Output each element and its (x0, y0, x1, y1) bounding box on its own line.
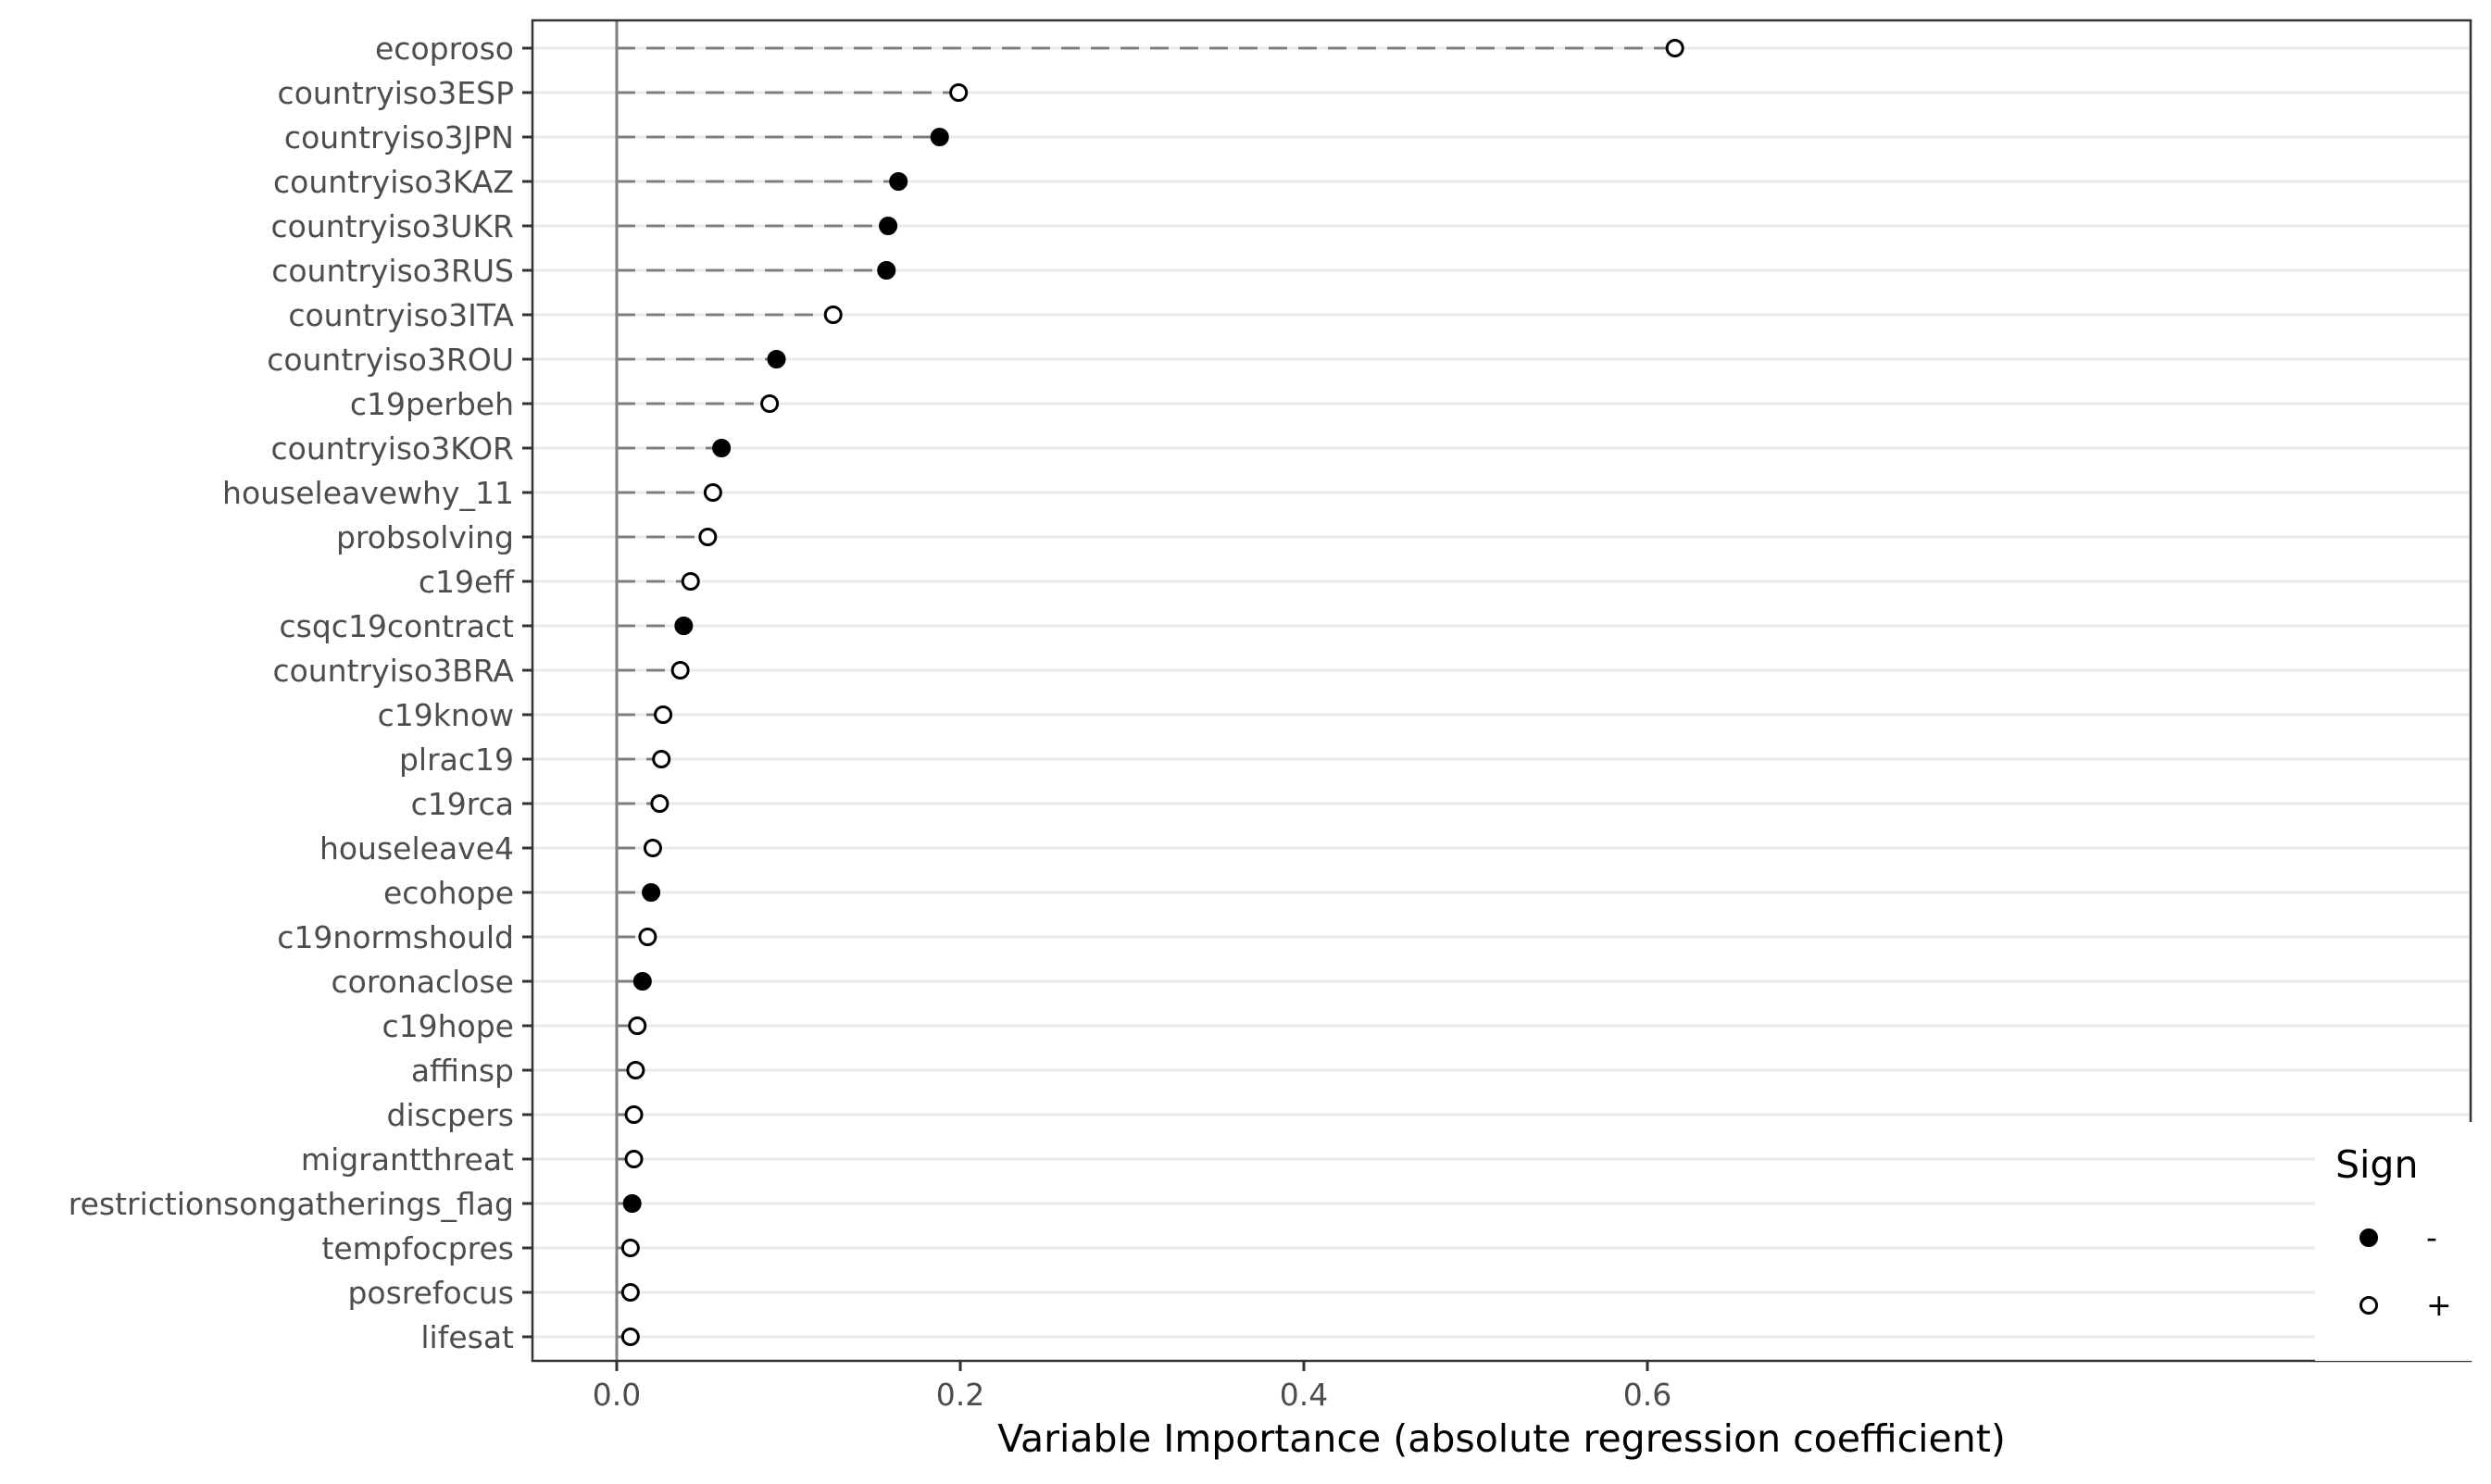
point-c19eff (681, 572, 700, 591)
point-countryiso3ROU (767, 350, 786, 368)
legend: Sign - + (2315, 1122, 2491, 1361)
legend-title: Sign (2335, 1142, 2418, 1187)
y-tick-label-lifesat: lifesat (420, 1319, 514, 1355)
point-discpers (624, 1105, 644, 1124)
legend-background (2315, 1122, 2491, 1361)
panel-border (531, 19, 2472, 1363)
legend-key-0 (2360, 1228, 2378, 1247)
point-csqc19contract (674, 617, 694, 635)
point-c19normshould (638, 928, 657, 946)
y-tick-label-countryiso3UKR: countryiso3UKR (271, 208, 514, 244)
point-c19rca (650, 794, 670, 813)
point-lifesat (620, 1328, 640, 1346)
y-tick-label-countryiso3JPN: countryiso3JPN (284, 119, 514, 156)
y-tick-label-coronaclose: coronaclose (331, 964, 514, 1000)
point-layer (620, 39, 1684, 1346)
point-countryiso3UKR (879, 217, 898, 235)
y-tick-label-posrefocus: posrefocus (347, 1275, 514, 1311)
y-tick-label-plrac19: plrac19 (399, 742, 514, 778)
point-houseleave4 (643, 839, 662, 857)
point-plrac19 (652, 750, 671, 768)
y-tick-label-countryiso3ITA: countryiso3ITA (288, 297, 514, 333)
point-ecoproso (1665, 39, 1684, 57)
point-houseleavewhy_11 (703, 483, 722, 502)
legend-label-1: + (2426, 1287, 2452, 1323)
y-tick-label-c19perbeh: c19perbeh (350, 386, 514, 422)
point-restrictionsongatherings_flag (622, 1194, 642, 1213)
y-tick-label-c19hope: c19hope (382, 1008, 515, 1044)
point-countryiso3ITA (823, 306, 843, 324)
point-c19perbeh (760, 394, 780, 413)
point-countryiso3KOR (712, 439, 732, 457)
point-countryiso3KAZ (889, 172, 908, 191)
point-countryiso3BRA (670, 661, 690, 680)
y-tick-label-probsolving: probsolving (336, 519, 514, 555)
point-countryiso3RUS (877, 261, 896, 280)
y-tick-label-c19normshould: c19normshould (277, 919, 514, 955)
y-tick-label-countryiso3ROU: countryiso3ROU (267, 342, 514, 378)
y-tick-labels: ecoproso countryiso3ESP countryiso3JPN coun… (69, 31, 532, 1355)
x-axis-title: Variable Importance (absolute regression… (997, 1416, 2006, 1461)
y-tick-label-discpers: discpers (387, 1097, 514, 1133)
point-c19know (654, 705, 673, 724)
point-coronaclose (632, 972, 652, 991)
y-tick-label-restrictionsongatherings_flag: restrictionsongatherings_flag (69, 1186, 514, 1222)
point-posrefocus (620, 1283, 640, 1302)
y-tick-label-countryiso3KOR: countryiso3KOR (271, 430, 515, 467)
point-countryiso3JPN (930, 128, 949, 146)
y-tick-label-countryiso3RUS: countryiso3RUS (271, 253, 514, 289)
y-tick-label-c19know: c19know (378, 697, 514, 733)
point-affinsp (626, 1061, 645, 1079)
point-probsolving (698, 528, 718, 546)
y-tick-label-migrantthreat: migrantthreat (301, 1141, 514, 1178)
y-tick-label-countryiso3BRA: countryiso3BRA (272, 653, 514, 689)
legend-key-1 (2360, 1296, 2378, 1315)
y-tick-label-csqc19contract: csqc19contract (280, 608, 515, 644)
point-c19hope (628, 1016, 647, 1035)
y-tick-label-c19eff: c19eff (419, 564, 515, 600)
y-tick-label-countryiso3ESP: countryiso3ESP (278, 75, 514, 111)
legend-label-0: - (2426, 1219, 2437, 1255)
y-tick-label-affinsp: affinsp (411, 1053, 514, 1089)
y-tick-label-ecohope: ecohope (383, 875, 514, 911)
y-tick-label-ecoproso: ecoproso (375, 31, 514, 67)
point-countryiso3ESP (949, 83, 969, 102)
x-tick-label-2: 0.4 (1280, 1377, 1328, 1413)
y-tick-label-houseleave4: houseleave4 (319, 830, 514, 867)
x-tick-label-0: 0.0 (593, 1377, 641, 1413)
point-ecohope (642, 883, 661, 902)
x-tick-label-3: 0.6 (1623, 1377, 1671, 1413)
y-tick-label-c19rca: c19rca (411, 786, 514, 822)
point-tempfocpres (620, 1239, 640, 1257)
y-tick-label-houseleavewhy_11: houseleavewhy_11 (222, 475, 514, 511)
x-tick-label-1: 0.2 (936, 1377, 984, 1413)
y-tick-label-tempfocpres: tempfocpres (321, 1230, 514, 1266)
y-tick-label-countryiso3KAZ: countryiso3KAZ (273, 164, 514, 200)
point-migrantthreat (624, 1150, 644, 1168)
x-axis: 0.0 0.2 0.4 0.6 (593, 1361, 1671, 1413)
